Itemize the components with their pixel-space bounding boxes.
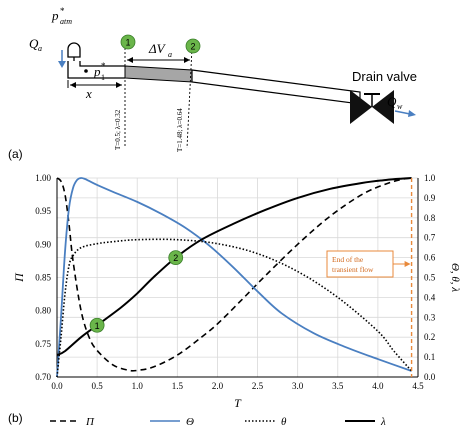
schematic-marker-2-label: 2 — [190, 42, 195, 52]
y-right-tick-label: 0.1 — [424, 352, 435, 362]
x-tick-label: 3.0 — [292, 381, 304, 391]
chart-markers: 12 — [89, 250, 184, 333]
x-tick-label: 0.5 — [91, 381, 103, 391]
air-point-icon — [84, 69, 88, 73]
y-right-tick-label: 0.0 — [424, 372, 436, 382]
y-right-tick-label: 0.7 — [424, 233, 436, 243]
y-right-tick-label: 1.0 — [424, 173, 436, 183]
x-tick-label: 4.0 — [372, 381, 384, 391]
y-axis-right-label: Θ, θ, λ — [449, 263, 461, 292]
pressure-gauge-icon — [67, 42, 81, 61]
x-tick-label: 2.0 — [212, 381, 224, 391]
delta-v-dimension-arrow — [127, 57, 190, 63]
chart-marker-1 — [89, 317, 105, 333]
schematic-marker-2 — [185, 38, 201, 54]
y-left-tick-label: 0.85 — [35, 273, 51, 283]
y-right-tick-label: 0.8 — [424, 213, 436, 223]
qw-arrow-icon — [394, 110, 416, 117]
p1-sub: 1 — [101, 73, 105, 82]
y-right-tick-label: 0.6 — [424, 253, 436, 263]
y-right-tick-label: 0.4 — [424, 292, 436, 302]
chart-marker-2 — [168, 250, 184, 266]
series-Theta-line — [56, 177, 412, 378]
y-right-tick-label: 0.3 — [424, 312, 436, 322]
x-tick-label: 3.5 — [332, 381, 344, 391]
drain-valve-icon — [350, 90, 394, 124]
x-dimension-arrow — [67, 80, 122, 88]
chart: End of the transient flow 12 0.0 0.5 1.0 1.… — [8, 173, 461, 428]
qa-arrow-icon — [58, 50, 66, 68]
x-tick-label: 1.5 — [172, 381, 184, 391]
panel-b-label: (b) — [8, 411, 23, 425]
delta-v-sub: a — [168, 50, 172, 59]
p1-label: p — [93, 64, 101, 79]
x-tick-label: 0.0 — [51, 381, 63, 391]
schematic: p * atm Q a p * 1 x — [8, 6, 417, 161]
x-label: x — [85, 86, 92, 101]
y-left-tick-label: 0.80 — [35, 306, 51, 316]
x-tick-label: 1.0 — [132, 381, 144, 391]
legend-label: Π — [85, 416, 95, 428]
series-layer — [56, 177, 413, 378]
legend-label: Θ — [186, 416, 194, 428]
delta-v-label: ΔV — [148, 41, 167, 56]
schematic-marker-1 — [120, 34, 136, 50]
y-axis-left-label: Π — [12, 272, 26, 283]
x-tick-label: 4.5 — [412, 381, 424, 391]
legend-label: λ — [380, 416, 386, 428]
series-pi-line — [56, 177, 412, 372]
p-atm-sub: atm — [60, 17, 72, 26]
annotation-arrowhead-icon — [404, 261, 411, 267]
p-atm-sup: * — [60, 6, 65, 16]
axes — [56, 178, 419, 378]
qa-label: Q — [29, 36, 39, 51]
x-tick-label: 2.5 — [252, 381, 264, 391]
drain-valve-label: Drain valve — [352, 69, 417, 84]
annotation-line-2: transient flow — [332, 265, 374, 274]
y-right-tick-label: 0.9 — [424, 193, 436, 203]
marker1-annotation: T=0.5; λ=0.32 — [114, 109, 122, 150]
pipe — [191, 69, 361, 105]
water-column — [124, 65, 193, 83]
chart-marker-1-label: 1 — [95, 321, 100, 331]
qw-label: Q — [387, 94, 397, 109]
qw-sub: w — [397, 102, 403, 111]
marker2-annotation: T=1.48; λ=0.64 — [176, 108, 184, 152]
schematic-marker-1-label: 1 — [125, 38, 130, 48]
end-of-transient-annotation: End of the transient flow — [326, 250, 411, 278]
y-right-tick-label: 0.5 — [424, 273, 436, 283]
qa-sub: a — [38, 44, 42, 53]
y-right-tick-label: 0.2 — [424, 332, 435, 342]
y-left-tick-label: 0.90 — [35, 239, 51, 249]
p1-sup: * — [101, 61, 106, 71]
annotation-line-1: End of the — [332, 255, 364, 264]
chart-marker-2-label: 2 — [173, 253, 178, 263]
y-left-tick-label: 1.00 — [35, 173, 51, 183]
x-axis-label: T — [234, 396, 242, 410]
panel-a-label: (a) — [8, 147, 23, 161]
legend-label: θ — [281, 416, 287, 428]
y-left-tick-label: 0.75 — [35, 339, 51, 349]
tick-labels: 0.0 0.5 1.0 1.5 2.0 2.5 3.0 3.5 4.0 4.5 0.70 0.75 0.… — [35, 173, 436, 391]
annotation-box — [326, 250, 394, 278]
series-theta-line — [56, 238, 413, 378]
y-left-tick-label: 0.95 — [35, 206, 51, 216]
y-left-tick-label: 0.70 — [35, 372, 51, 382]
p-atm-label: p — [51, 8, 59, 23]
